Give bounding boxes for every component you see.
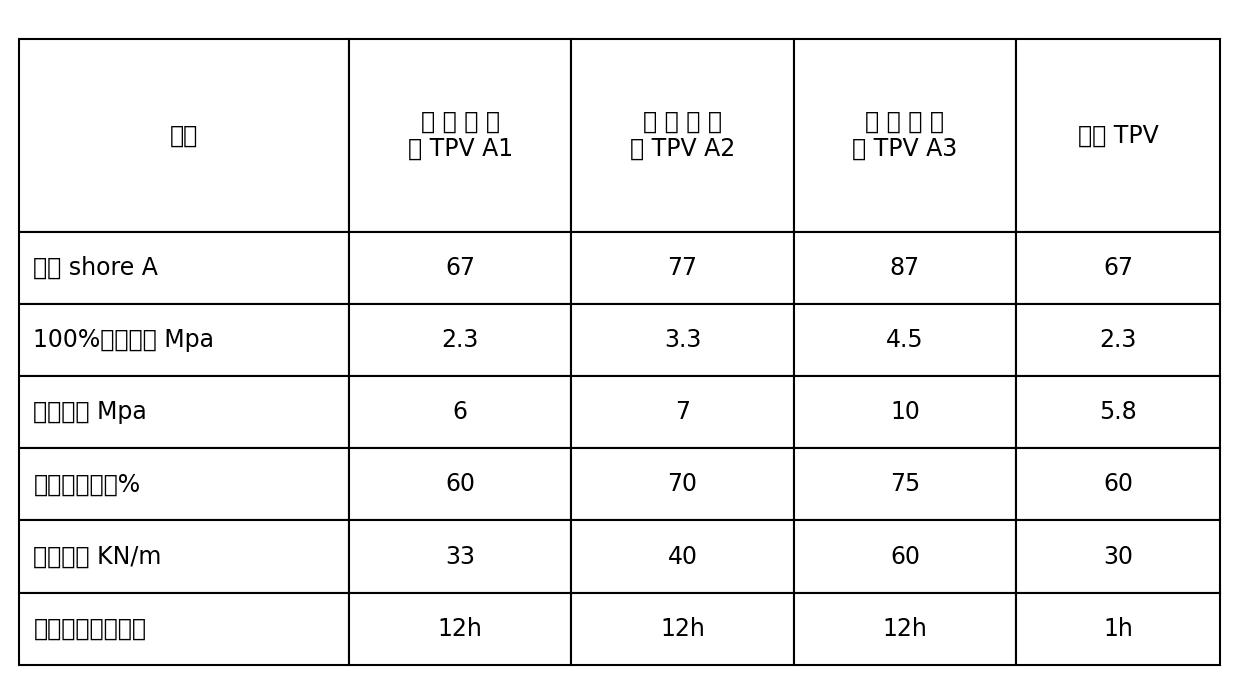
Bar xyxy=(1016,232,1220,304)
Text: 60: 60 xyxy=(1103,472,1134,496)
Bar xyxy=(19,593,349,665)
Text: 75: 75 xyxy=(890,472,921,496)
Text: 67: 67 xyxy=(1103,256,1134,279)
Text: 77: 77 xyxy=(668,256,698,279)
Text: 12h: 12h xyxy=(437,617,483,641)
Text: 33: 33 xyxy=(445,545,476,568)
Bar xyxy=(794,232,1016,304)
Text: 4.5: 4.5 xyxy=(886,328,924,352)
Text: 7: 7 xyxy=(675,400,690,424)
Bar xyxy=(794,39,1016,232)
Bar xyxy=(571,39,794,232)
Text: 低 口 模 积
料 TPV A1: 低 口 模 积 料 TPV A1 xyxy=(408,109,513,161)
Bar xyxy=(349,304,571,376)
Text: 67: 67 xyxy=(445,256,476,279)
Bar xyxy=(349,39,571,232)
Bar xyxy=(349,448,571,520)
Text: 2.3: 2.3 xyxy=(441,328,479,352)
Bar xyxy=(1016,304,1220,376)
Bar xyxy=(19,232,349,304)
Bar xyxy=(1016,593,1220,665)
Text: 60: 60 xyxy=(445,472,476,496)
Text: 12h: 12h xyxy=(882,617,927,641)
Text: 低 口 模 积
料 TPV A3: 低 口 模 积 料 TPV A3 xyxy=(852,109,958,161)
Bar xyxy=(349,520,571,593)
Bar xyxy=(1016,376,1220,448)
Bar xyxy=(1016,39,1220,232)
Text: 2.3: 2.3 xyxy=(1099,328,1137,352)
Bar xyxy=(571,232,794,304)
Text: 10: 10 xyxy=(890,400,919,424)
Text: 扯断永久变形%: 扯断永久变形% xyxy=(33,472,140,496)
Bar xyxy=(571,593,794,665)
Text: 87: 87 xyxy=(890,256,921,279)
Text: 1h: 1h xyxy=(1103,617,1134,641)
Bar xyxy=(794,520,1016,593)
Bar xyxy=(794,593,1016,665)
Bar xyxy=(571,448,794,520)
Text: 性能: 性能 xyxy=(170,124,198,147)
Bar xyxy=(19,520,349,593)
Text: 40: 40 xyxy=(668,545,698,568)
Bar xyxy=(19,304,349,376)
Text: 30: 30 xyxy=(1103,545,1134,568)
Text: 拉伸强度 Mpa: 拉伸强度 Mpa xyxy=(33,400,147,424)
Bar xyxy=(571,304,794,376)
Text: 60: 60 xyxy=(890,545,919,568)
Text: 5.8: 5.8 xyxy=(1099,400,1137,424)
Text: 100%定伸强度 Mpa: 100%定伸强度 Mpa xyxy=(33,328,214,352)
Bar xyxy=(349,232,571,304)
Bar xyxy=(349,593,571,665)
Bar xyxy=(571,376,794,448)
Text: 出现口模积料时间: 出现口模积料时间 xyxy=(33,617,146,641)
Bar xyxy=(19,39,349,232)
Bar xyxy=(794,448,1016,520)
Bar xyxy=(794,304,1016,376)
Text: 12h: 12h xyxy=(660,617,705,641)
Text: 低 口 模 积
料 TPV A2: 低 口 模 积 料 TPV A2 xyxy=(629,109,735,161)
Text: 普通 TPV: 普通 TPV xyxy=(1078,124,1158,147)
Text: 6: 6 xyxy=(452,400,468,424)
Text: 硬度 shore A: 硬度 shore A xyxy=(33,256,159,279)
Bar xyxy=(571,520,794,593)
Text: 撕裂强度 KN/m: 撕裂强度 KN/m xyxy=(33,545,162,568)
Bar xyxy=(349,376,571,448)
Bar xyxy=(19,448,349,520)
Bar xyxy=(1016,520,1220,593)
Text: 3.3: 3.3 xyxy=(664,328,701,352)
Bar xyxy=(19,376,349,448)
Bar xyxy=(1016,448,1220,520)
Text: 70: 70 xyxy=(668,472,698,496)
Bar xyxy=(794,376,1016,448)
